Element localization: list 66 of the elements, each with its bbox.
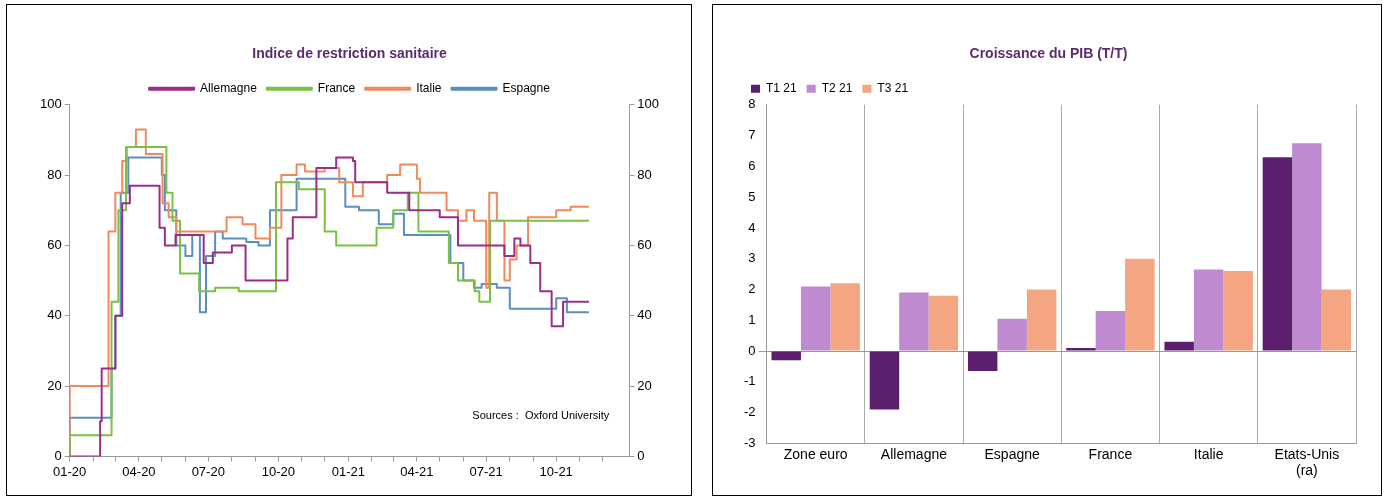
y-tick-label: 8 — [748, 96, 756, 112]
bar — [1321, 289, 1352, 351]
x-tick-label: 10-21 — [539, 463, 573, 479]
y-tick-label: 6 — [748, 157, 756, 173]
chart-title: Croissance du PIB (T/T) — [969, 45, 1128, 62]
y2-tick-label: 80 — [637, 166, 652, 182]
x-tick-label: 10-20 — [261, 463, 295, 479]
legend-label: T2 21 — [821, 81, 853, 96]
bar — [869, 351, 900, 410]
bar — [1223, 271, 1253, 351]
y-tick-label: 100 — [39, 96, 62, 112]
y-tick-label: 0 — [748, 342, 756, 358]
chart-title: Indice de restriction sanitaire — [252, 45, 447, 62]
x-tick-label: 04-20 — [122, 463, 156, 479]
legend-label: T3 21 — [877, 81, 909, 96]
x-tick-label: 01-21 — [331, 463, 365, 479]
bar — [899, 292, 929, 351]
y2-tick-label: 40 — [637, 307, 652, 323]
y-tick-label: 80 — [47, 166, 62, 182]
bar — [1164, 341, 1194, 351]
y-tick-label: -2 — [744, 404, 756, 420]
legend-label: Espagne — [502, 81, 551, 96]
bar — [997, 318, 1027, 351]
bar — [1066, 347, 1096, 351]
y-tick-label: 40 — [47, 307, 62, 323]
y-tick-label: 20 — [47, 377, 62, 393]
legend-label: T1 21 — [766, 81, 798, 96]
x-tick-label: 07-20 — [191, 463, 225, 479]
x-tick-label: Italie — [1193, 445, 1224, 462]
y-tick-label: 4 — [748, 219, 756, 235]
x-tick-label: Allemagne — [880, 445, 948, 462]
bar — [967, 351, 998, 372]
bar — [928, 295, 959, 351]
legend-label: France — [317, 81, 356, 96]
y-tick-label: 3 — [748, 250, 756, 266]
x-tick-label: 04-21 — [400, 463, 434, 479]
bar — [1095, 311, 1126, 351]
bar — [1125, 258, 1155, 351]
y-tick-label: -3 — [744, 434, 756, 450]
y-tick-label: 0 — [54, 447, 62, 463]
bar — [1262, 157, 1293, 351]
legend-label: Allemagne — [200, 81, 258, 96]
annotation: Sources : Oxford University — [472, 409, 610, 422]
x-tick-label: Etats-Unis (ra) — [1274, 445, 1340, 479]
y2-tick-label: 60 — [637, 237, 652, 253]
bar — [1026, 289, 1057, 351]
y-tick-label: 60 — [47, 237, 62, 253]
x-tick-label: Zone euro — [783, 445, 848, 462]
y-tick-label: 7 — [748, 127, 756, 143]
bar — [1193, 269, 1224, 351]
bar — [771, 351, 801, 361]
legend-label: Italie — [416, 81, 442, 96]
bar — [800, 286, 831, 351]
x-tick-label: Espagne — [984, 445, 1040, 462]
bar — [1292, 143, 1322, 351]
x-tick-label: 01-20 — [53, 463, 87, 479]
y2-tick-label: 100 — [637, 96, 660, 112]
x-tick-label: France — [1088, 445, 1133, 462]
y-tick-label: 2 — [748, 281, 756, 297]
y2-tick-label: 0 — [637, 447, 645, 463]
y2-tick-label: 20 — [637, 377, 652, 393]
y-tick-label: -1 — [744, 373, 756, 389]
y-tick-label: 5 — [748, 188, 756, 204]
bar — [830, 283, 860, 351]
y-tick-label: 1 — [748, 311, 756, 327]
x-tick-label: 07-21 — [469, 463, 503, 479]
